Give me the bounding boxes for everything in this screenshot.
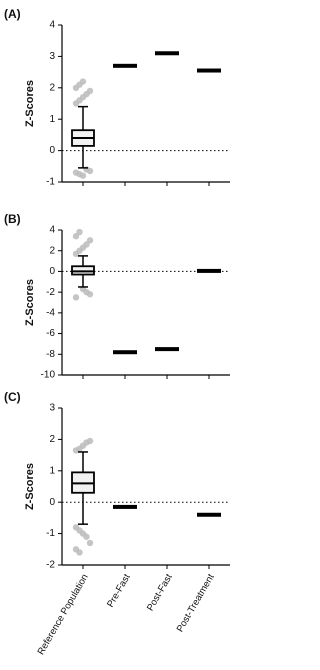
- y-tick-label: 0: [49, 497, 55, 508]
- y-tick-label: 0: [49, 266, 55, 277]
- mean-bar: [113, 504, 137, 509]
- y-axis-label: Z-Scores: [24, 463, 36, 510]
- y-tick-label: 1: [49, 465, 55, 476]
- y-tick-label: -2: [46, 560, 55, 571]
- y-tick-label: 4: [49, 225, 55, 236]
- y-tick-label: -6: [46, 328, 55, 339]
- panel-label: (C): [4, 390, 21, 404]
- box: [71, 265, 95, 276]
- panel-label: (A): [4, 7, 21, 21]
- outlier: [86, 539, 94, 547]
- outlier: [86, 237, 94, 244]
- outlier: [79, 78, 87, 85]
- panel-label: (B): [4, 212, 21, 226]
- outlier: [79, 172, 87, 179]
- figure: (A)Z-Scores-101234(B)Z-Scores-10-8-6-4-2…: [4, 7, 230, 657]
- outlier: [86, 167, 94, 175]
- y-axis-label: Z-Scores: [24, 279, 36, 326]
- outlier: [86, 437, 94, 445]
- y-tick-label: 2: [49, 434, 55, 445]
- mean-bar: [155, 51, 179, 56]
- x-tick-label: Post-Treatment: [175, 572, 217, 634]
- mean-bar: [197, 268, 221, 273]
- x-tick-label: Reference Population: [36, 572, 91, 657]
- y-tick-label: -1: [46, 528, 55, 539]
- x-tick-label: Post-Fast: [145, 572, 175, 613]
- outlier: [86, 291, 94, 298]
- mean-bar: [113, 350, 137, 355]
- y-tick-label: -4: [46, 307, 55, 318]
- outlier: [76, 228, 83, 236]
- outlier: [83, 533, 90, 540]
- y-tick-label: -1: [46, 177, 55, 188]
- y-tick-label: 4: [49, 20, 55, 31]
- y-axis-label: Z-Scores: [24, 80, 36, 127]
- y-tick-label: 3: [49, 403, 55, 414]
- y-tick-label: 1: [49, 114, 55, 125]
- y-tick-label: 3: [49, 51, 55, 62]
- y-tick-label: -10: [41, 370, 56, 381]
- y-tick-label: 0: [49, 145, 55, 156]
- y-tick-label: 2: [49, 245, 55, 256]
- y-tick-label: -8: [46, 349, 55, 360]
- x-tick-label: Pre-Fast: [105, 572, 133, 609]
- outlier: [72, 294, 80, 301]
- mean-bar: [155, 347, 179, 352]
- outlier: [86, 87, 94, 95]
- outlier: [76, 549, 83, 556]
- mean-bar: [197, 68, 221, 73]
- y-tick-label: -2: [46, 287, 55, 298]
- y-tick-label: 2: [49, 82, 55, 93]
- mean-bar: [113, 63, 137, 68]
- mean-bar: [197, 512, 221, 517]
